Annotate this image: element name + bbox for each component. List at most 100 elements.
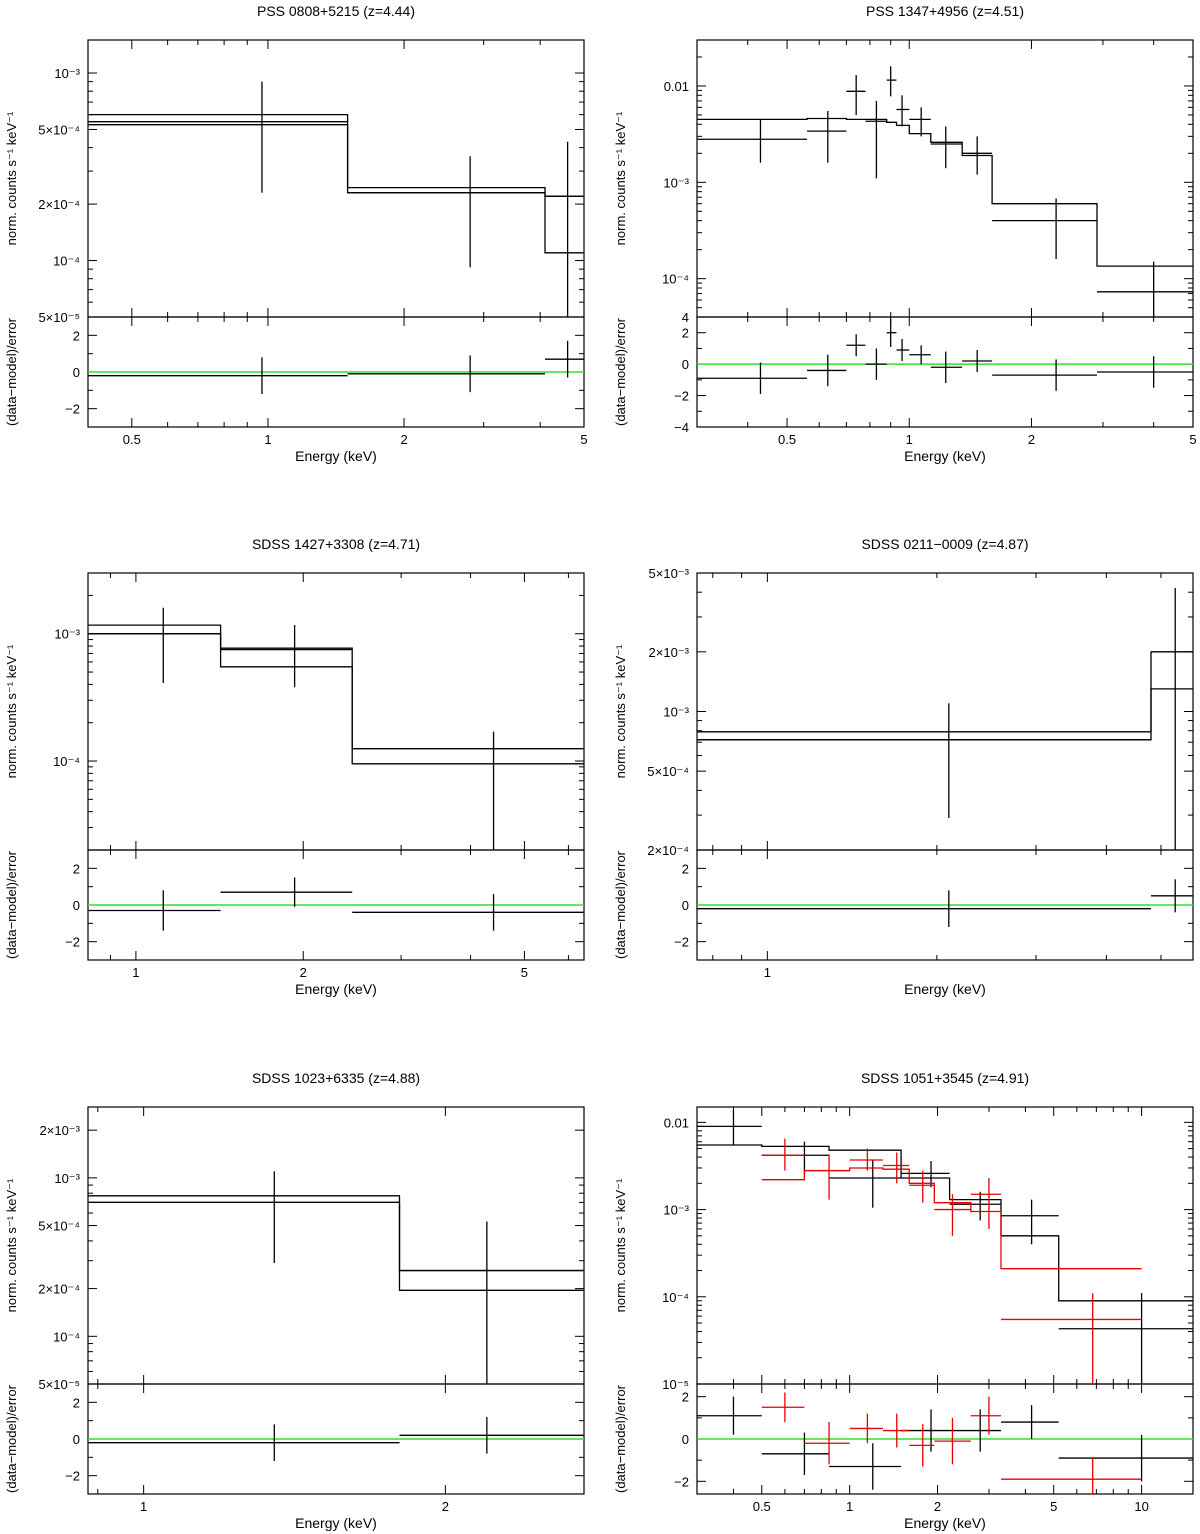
spectrum-plot-area <box>697 66 1193 317</box>
x-axis-label: Energy (keV) <box>295 981 377 997</box>
spectrum-frame <box>696 572 1194 851</box>
y-tick-label: 2×10⁻⁴ <box>647 843 689 858</box>
spectrum-panel: SDSS 1051+3545 (z=4.91) 0.5 1 2 5 10 10⁻⁵ 10⁻⁴ 1… <box>613 1070 1194 1531</box>
y-tick-label: 10⁻⁵ <box>662 1377 689 1392</box>
panel-title: SDSS 1023+6335 (z=4.88) <box>252 1070 420 1086</box>
x-tick-label: 2 <box>300 965 307 980</box>
residual-plot-area <box>697 879 1193 927</box>
x-tick-label: 2 <box>1028 432 1035 447</box>
residual-axis-label: (data−model)/error <box>613 317 628 426</box>
x-axis-label: Energy (keV) <box>295 448 377 464</box>
x-tick-label: 1 <box>264 432 271 447</box>
x-tick-label: 10 <box>1134 1499 1148 1514</box>
panel-title: SDSS 1051+3545 (z=4.91) <box>861 1070 1029 1086</box>
residual-axis-label: (data−model)/error <box>613 1384 628 1493</box>
residual-tick-label: 2 <box>73 1395 80 1410</box>
spectrum-panel: PSS 1347+4956 (z=4.51) 0.5 1 2 5 4 10⁻⁴ 10⁻³ 0.0… <box>613 3 1197 464</box>
residual-tick-label: 2 <box>682 861 689 876</box>
x-tick-label: 5 <box>1050 1499 1057 1514</box>
x-axis-label: Energy (keV) <box>904 1515 986 1531</box>
x-axis-label: Energy (keV) <box>904 448 986 464</box>
x-tick-label: 2 <box>442 1499 449 1514</box>
model-step-line <box>761 1167 1142 1270</box>
spectrum-panel: SDSS 1427+3308 (z=4.71)1 2 510⁻⁴10⁻³−202En… <box>4 536 585 997</box>
y-tick-label: 5×10⁻⁴ <box>38 1219 80 1234</box>
x-tick-label: 2 <box>934 1499 941 1514</box>
y-tick-label: 5×10⁻⁴ <box>38 122 80 137</box>
spectrum-frame <box>87 1106 585 1385</box>
y-tick-label: 10⁻³ <box>54 627 80 642</box>
model-step-line <box>697 688 1193 733</box>
y-tick-label: 0.01 <box>664 79 689 94</box>
model-step-line <box>697 1144 1193 1302</box>
y-tick-label: 2×10⁻³ <box>40 1123 81 1138</box>
spectrum-panel: SDSS 0211−0009 (z=4.87) 1 2×10⁻⁴ 5×10⁻⁴ 10⁻³… <box>613 536 1194 997</box>
x-axis-label: Energy (keV) <box>904 981 986 997</box>
spectrum-plot-area <box>88 607 584 850</box>
x-tick-label: 1 <box>764 965 771 980</box>
residual-tick-label: −2 <box>674 389 689 404</box>
residual-tick-label: 2 <box>682 1390 689 1405</box>
y-tick-label: 5×10⁻³ <box>649 566 690 581</box>
y-tick-label: 10⁻³ <box>54 1171 80 1186</box>
spectrum-plot-area <box>697 1109 1193 1384</box>
y-axis-label: norm. counts s⁻¹ keV⁻¹ <box>613 644 628 778</box>
residual-plot-area <box>88 877 584 931</box>
residual-plot-area <box>88 1417 584 1461</box>
spectrum-panel: SDSS 1023+6335 (z=4.88) 1 2 5×10⁻⁵ 10⁻⁴ 2×10⁻… <box>4 1070 585 1531</box>
spectrum-plot-area <box>88 1171 584 1384</box>
y-tick-label: 10⁻³ <box>54 66 80 81</box>
residual-tick-label: 0 <box>73 365 80 380</box>
residual-tick-label: 0 <box>73 1432 80 1447</box>
model-step-line <box>88 633 584 765</box>
residual-tick-label: −2 <box>65 402 80 417</box>
spectrum-plot-area <box>697 588 1193 850</box>
x-tick-label: 1 <box>906 432 913 447</box>
y-tick-label: 10⁻³ <box>663 175 689 190</box>
residual-tick-label: −2 <box>65 1469 80 1484</box>
residual-tick-label: 0 <box>682 1432 689 1447</box>
spectrum-frame <box>87 572 585 851</box>
x-axis-label: Energy (keV) <box>295 1515 377 1531</box>
x-tick-label: 5 <box>521 965 528 980</box>
residual-tick-label: −2 <box>674 1474 689 1489</box>
model-step-line <box>88 124 584 197</box>
panel-title: SDSS 1427+3308 (z=4.71) <box>252 536 420 552</box>
spectrum-frame <box>696 39 1194 318</box>
residual-axis-label: (data−model)/error <box>4 317 19 426</box>
model-step-line <box>697 117 1193 267</box>
residual-tick-label: −2 <box>65 935 80 950</box>
y-tick-label: 0.01 <box>664 1115 689 1130</box>
residual-axis-label: (data−model)/error <box>4 850 19 959</box>
y-tick-label: 10⁻⁴ <box>662 272 689 287</box>
residual-tick-label: 2 <box>682 326 689 341</box>
residual-tick-label: 2 <box>73 861 80 876</box>
y-tick-label: 2×10⁻⁴ <box>38 1282 80 1297</box>
y-tick-label: 10⁻⁴ <box>53 254 80 269</box>
model-step-line <box>88 1201 584 1291</box>
y-tick-label: 10⁻³ <box>663 705 689 720</box>
panel-title: PSS 0808+5215 (z=4.44) <box>257 3 415 19</box>
y-tick-label: 2×10⁻³ <box>649 645 690 660</box>
spectrum-plot-area <box>88 81 584 317</box>
x-tick-label: 5 <box>580 432 587 447</box>
model-step-line <box>88 113 584 254</box>
panel-title: PSS 1347+4956 (z=4.51) <box>866 3 1024 19</box>
x-tick-label: 0.5 <box>778 432 796 447</box>
model-step-line <box>88 1195 584 1272</box>
x-tick-label: 0.5 <box>753 1499 771 1514</box>
x-tick-label: 2 <box>400 432 407 447</box>
y-tick-label: 5×10⁻⁴ <box>647 764 689 779</box>
y-tick-label: 2×10⁻⁴ <box>38 197 80 212</box>
residual-tick-label: 0 <box>73 898 80 913</box>
residual-axis-label: (data−model)/error <box>613 850 628 959</box>
x-tick-label: 1 <box>132 965 139 980</box>
x-tick-label: 1 <box>846 1499 853 1514</box>
y-tick-label: 10⁻⁴ <box>53 754 80 769</box>
y-tick-label: 4 <box>682 310 689 325</box>
y-tick-label: 10⁻⁴ <box>53 1329 80 1344</box>
residual-plot-area <box>697 1392 1193 1494</box>
x-tick-label: 5 <box>1189 432 1196 447</box>
residual-plot-area <box>697 318 1193 394</box>
